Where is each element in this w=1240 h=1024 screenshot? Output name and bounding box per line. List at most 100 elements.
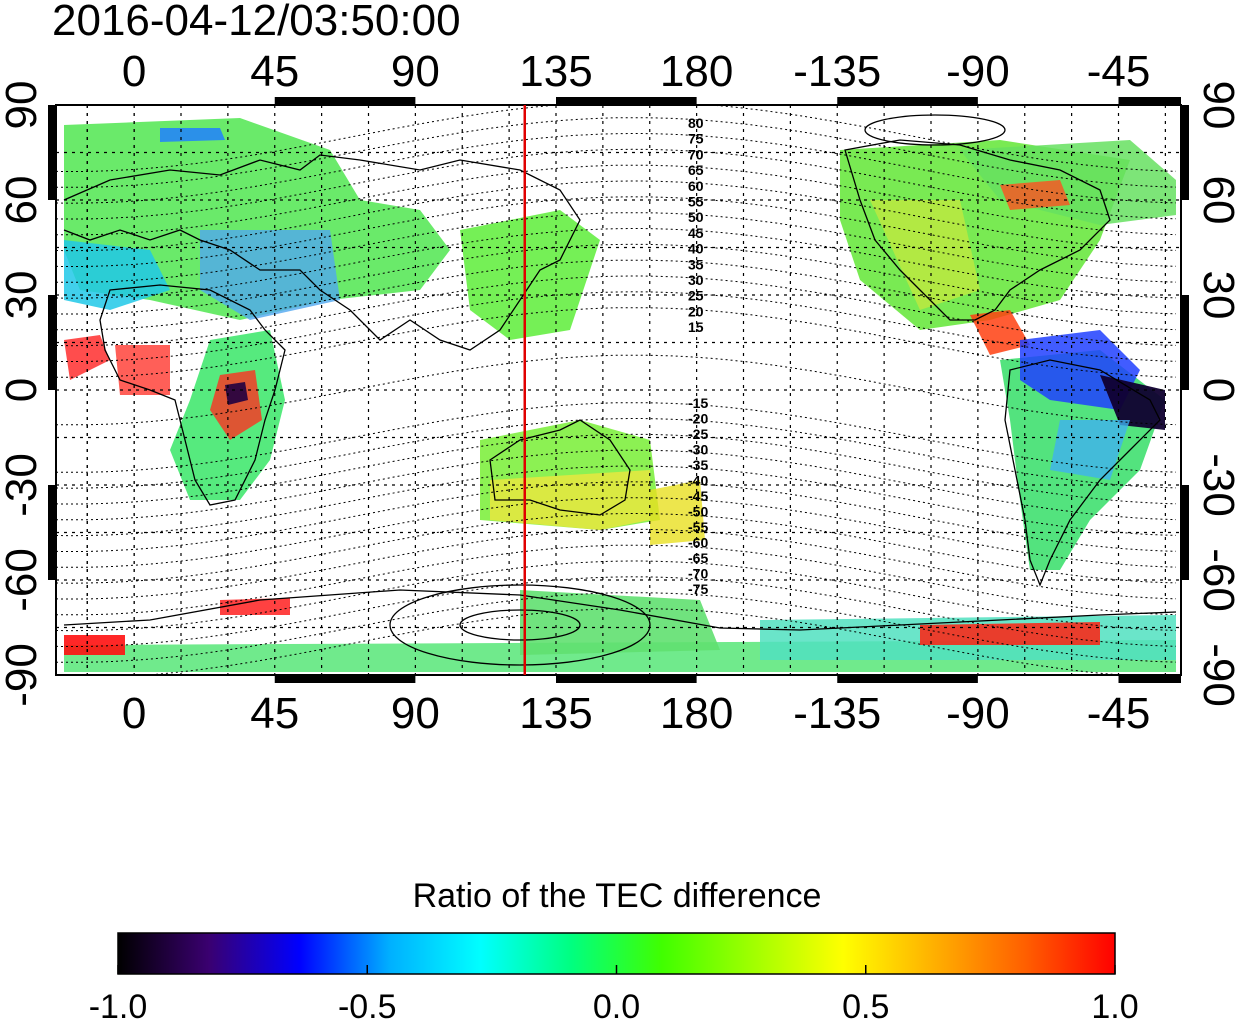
- magnetic-contour-line: [56, 481, 1177, 552]
- colorbar-ticks: -1.0 -0.5 0.0 0.5 1.0: [89, 965, 1139, 1024]
- colorbar-tick-label: 0.0: [593, 988, 640, 1024]
- lat-tick-label-right: 30: [1194, 271, 1240, 320]
- lon-tick-label-top: 135: [519, 47, 592, 96]
- magnetic-contour-line: [56, 402, 1177, 473]
- lon-tick-label-bottom: 90: [391, 689, 440, 738]
- map-frame-ticks: [48, 97, 1189, 683]
- contour-label: 70: [688, 146, 704, 162]
- frame-band-right: [1181, 105, 1189, 200]
- magnetic-contour-line: [56, 528, 1177, 600]
- magnetic-contour-line: [56, 180, 1177, 252]
- frame-band-top: [837, 97, 978, 105]
- colorbar-tick-label: 1.0: [1091, 988, 1138, 1024]
- frame-band-top: [556, 97, 697, 105]
- colorbar-title: Ratio of the TEC difference: [413, 877, 822, 915]
- magnetic-contour-line: [56, 560, 1177, 632]
- tec-region-mexico-red: [970, 310, 1030, 355]
- colorbar-tick-label: 0.5: [842, 988, 889, 1024]
- frame-band-right: [1181, 485, 1189, 580]
- magnetic-contour-line: [56, 497, 1177, 568]
- latitude-ticks-right: 90 60 30 0 -30 -60 -90: [1194, 81, 1240, 707]
- longitude-ticks-top: 0 45 90 135 180 -135 -90 -45: [122, 47, 1150, 96]
- magnetic-contour-line: [56, 228, 1177, 299]
- contour-label: 65: [688, 162, 704, 178]
- contour-label: 20: [688, 303, 704, 319]
- lon-tick-label-top: -45: [1087, 47, 1151, 96]
- latitude-ticks-left: 90 60 30 0 -30 -60 -90: [0, 81, 46, 707]
- map-graticule: [56, 105, 1181, 675]
- contour-label: 45: [688, 225, 704, 241]
- contour-label: 50: [688, 209, 704, 225]
- lat-tick-label-left: 30: [0, 271, 46, 320]
- lat-tick-label-left: -30: [0, 453, 46, 517]
- contour-label: -30: [688, 442, 708, 458]
- magnetic-contour-line: [56, 354, 1177, 426]
- colorbar-tick-label: -1.0: [89, 988, 148, 1024]
- frame-band-top: [1118, 97, 1181, 105]
- coastline-greenland: [864, 114, 1006, 146]
- colorbar-tick-label: -0.5: [338, 988, 397, 1024]
- tec-region-west-africa: [64, 335, 110, 380]
- contour-label: -15: [688, 395, 708, 411]
- magnetic-contour-line: [56, 544, 1177, 616]
- tec-region-sa-dark: [1100, 375, 1165, 430]
- lat-tick-label-left: -60: [0, 548, 46, 612]
- lon-tick-label-bottom: 0: [122, 689, 146, 738]
- tec-region-eurasia: [64, 118, 450, 320]
- magnetic-contour-line: [56, 212, 1177, 283]
- magnetic-contour-line: [56, 608, 1176, 675]
- magnetic-contour-line: [56, 513, 1177, 584]
- frame-band-left: [48, 105, 56, 200]
- lat-tick-label-right: 90: [1194, 81, 1240, 130]
- tec-region-antarctic-east: [520, 590, 720, 655]
- contour-label: -20: [688, 411, 708, 427]
- contour-label: 80: [688, 115, 704, 131]
- tec-region-mideast-blue: [200, 230, 340, 320]
- tec-region-nz: [650, 480, 705, 545]
- lat-tick-label-left: 90: [0, 81, 46, 130]
- magnetic-contour-line: [56, 576, 1177, 647]
- magnetic-contour-line: [56, 592, 1177, 663]
- coastlines: [63, 114, 1177, 666]
- lon-tick-label-bottom: 45: [250, 689, 299, 738]
- lon-tick-label-bottom: 180: [660, 689, 733, 738]
- coastline-africa: [99, 284, 286, 506]
- lon-tick-label-top: -135: [793, 47, 881, 96]
- tec-region-sa-lightblue: [1050, 420, 1130, 480]
- contour-label: -45: [688, 488, 708, 504]
- lon-tick-label-top: 0: [122, 47, 146, 96]
- coastline-north-america: [844, 139, 1111, 321]
- contour-label: 75: [688, 131, 704, 147]
- contour-label: -40: [688, 473, 708, 489]
- contour-label: 25: [688, 288, 704, 304]
- magnetic-contour-line: [56, 259, 1177, 331]
- magnetic-contour-line: [56, 133, 1177, 204]
- lon-tick-label-top: 180: [660, 47, 733, 96]
- contour-label: 30: [688, 272, 704, 288]
- contour-label: 60: [688, 178, 704, 194]
- tec-region-europe-blue: [64, 240, 170, 310]
- contour-labels-south: -15-20-25-30-35-40-45-50-55-60-65-70-75: [688, 395, 708, 597]
- magnetic-contour-line: [56, 164, 1177, 236]
- lat-tick-label-right: -60: [1194, 548, 1240, 612]
- contour-label: -75: [688, 581, 708, 597]
- lat-tick-label-left: 0: [0, 378, 46, 402]
- contour-label: 40: [688, 241, 704, 257]
- frame-band-left: [48, 295, 56, 390]
- tec-region-na-yellow: [870, 200, 980, 310]
- magnetic-contour-line: [56, 307, 1177, 378]
- tec-region-antarctic-red: [920, 622, 1100, 645]
- lon-tick-label-bottom: 135: [519, 689, 592, 738]
- contour-label: -70: [688, 566, 708, 582]
- lat-tick-label-left: 60: [0, 176, 46, 225]
- tec-region-scandinavia-blue: [160, 128, 225, 142]
- tec-region-sw-red: [64, 635, 125, 655]
- contour-label: -65: [688, 550, 708, 566]
- magnetic-contour-line: [56, 418, 1177, 489]
- contour-label: 55: [688, 194, 704, 210]
- magnetic-contour-line: [56, 148, 1177, 220]
- lon-tick-label-bottom: -135: [793, 689, 881, 738]
- magnetic-latitude-contours: [56, 105, 1177, 675]
